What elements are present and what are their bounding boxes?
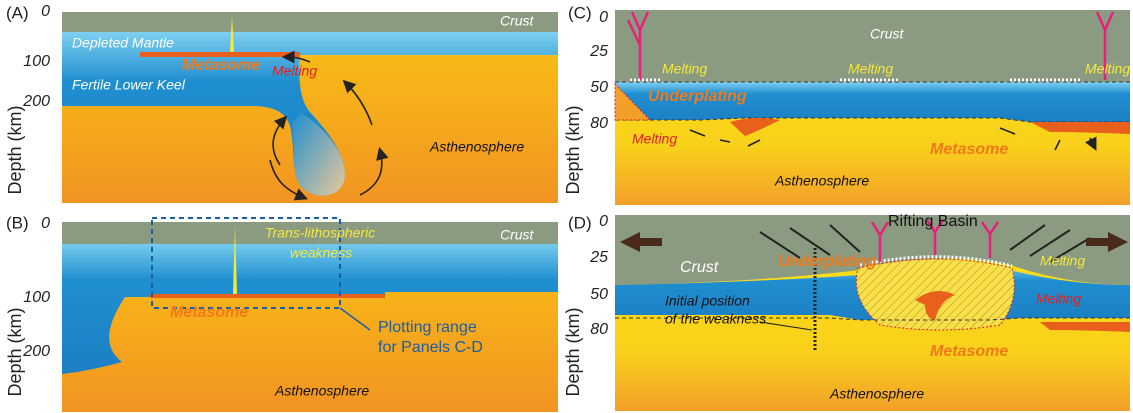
underplating-label: Underplating — [648, 88, 747, 105]
depth-tick: 0 — [41, 215, 50, 232]
underplating — [614, 82, 652, 121]
extension-arrow — [1086, 232, 1128, 252]
melting-label: Melting — [632, 131, 677, 147]
asthenosphere-label: Asthenosphere — [829, 386, 924, 402]
panel-label: (A) — [6, 3, 29, 22]
text-label: Plotting range — [378, 319, 477, 336]
asthenosphere-label: Asthenosphere — [774, 173, 869, 189]
text-label: Trans-lithospheric — [265, 225, 375, 241]
crust-label: Crust — [500, 13, 535, 29]
flow-arrow — [342, 79, 373, 126]
depth-tick: 25 — [589, 43, 608, 60]
lithosphere — [62, 32, 558, 196]
dike — [626, 11, 650, 80]
panel-label: (B) — [6, 213, 29, 232]
melt-arrows — [689, 127, 1095, 150]
depth-tick: 100 — [23, 289, 50, 306]
underplating-label: Underplating — [778, 253, 877, 270]
flow-arrow — [269, 159, 308, 201]
depth-tick: 200 — [22, 343, 50, 360]
depth-tick: 50 — [590, 286, 608, 303]
metasome-layer — [150, 294, 385, 298]
axis-label: Depth (km) — [563, 105, 583, 194]
panel-d: (D) 0 25 50 80 Depth (km) Rifting Basin … — [563, 213, 1130, 411]
depth-tick: 80 — [590, 321, 608, 338]
crust-label: Crust — [680, 259, 719, 276]
lithosphere — [62, 240, 558, 374]
depth-tick: 50 — [590, 79, 608, 96]
drip — [292, 112, 345, 196]
metasome-label: Metasome — [930, 141, 1008, 158]
panel-a: (A) 0 100 200 Depth (km) Crust Depleted … — [5, 3, 558, 203]
flow-arrow — [272, 115, 288, 166]
melting-label: Melting — [848, 61, 893, 77]
metasome-label: Metasome — [170, 304, 248, 321]
axis-label: Depth (km) — [563, 307, 583, 396]
metasome-patch — [915, 291, 955, 320]
melting-label: Melting — [272, 63, 317, 79]
plotting-range — [151, 217, 341, 309]
asthenosphere-label: Asthenosphere — [274, 383, 369, 399]
dike — [1095, 11, 1115, 80]
melting-label: Melting — [1040, 253, 1085, 269]
depth-tick: 100 — [23, 53, 50, 70]
depth-tick: 200 — [22, 93, 50, 110]
flow-arrow — [359, 146, 389, 196]
crust — [62, 12, 558, 32]
lithosphere — [615, 82, 1130, 122]
fault — [759, 224, 1091, 263]
depth-tick: 0 — [599, 213, 608, 230]
melt-zone — [859, 255, 1013, 268]
depth-tick: 25 — [589, 249, 608, 266]
metasome-label: Metasome — [182, 57, 260, 74]
metasome-label: Metasome — [930, 343, 1008, 360]
crust — [62, 222, 558, 244]
melting-label: Melting — [1085, 61, 1130, 77]
weakness — [233, 225, 237, 294]
depth-tick: 80 — [590, 115, 608, 132]
metasome-patch — [1030, 122, 1130, 134]
boundary — [615, 317, 1130, 321]
flow-arrow — [281, 50, 311, 64]
crust-label: Crust — [500, 227, 535, 243]
metasome-layer — [140, 52, 300, 57]
text-label: Depleted Mantle — [72, 35, 174, 51]
panel-b: (B) 0 100 200 Depth (km) Crust Trans-lit… — [5, 213, 558, 412]
depth-tick: 0 — [599, 9, 608, 26]
depth-tick: 0 — [41, 3, 50, 20]
boundary — [615, 117, 1130, 123]
extension-arrow — [620, 232, 662, 252]
text-label: of the weakness — [665, 311, 766, 327]
metasome-patch — [730, 117, 780, 136]
metasome-patch — [1040, 322, 1130, 332]
panel-c: (C) 0 25 50 80 Depth (km) Crust Melting … — [563, 3, 1130, 205]
text-label: Rifting Basin — [888, 213, 978, 230]
leader-line — [759, 321, 813, 331]
weakness — [230, 15, 234, 52]
text-label: for Panels C-D — [378, 339, 483, 356]
crust — [615, 215, 1130, 285]
panel-label: (C) — [568, 3, 592, 22]
text-label: Initial position — [665, 293, 750, 309]
asthenosphere-label: Asthenosphere — [429, 139, 524, 155]
panel-label: (D) — [568, 213, 592, 232]
axis-label: Depth (km) — [5, 307, 25, 396]
leader-line — [339, 307, 371, 331]
text-label: Fertile Lower Keel — [72, 77, 186, 93]
crust — [615, 10, 1130, 82]
dike — [870, 219, 1000, 262]
melting-label: Melting — [1036, 291, 1081, 307]
text-label: weakness — [290, 245, 352, 261]
melting-label: Melting — [662, 61, 707, 77]
crust-label: Crust — [870, 26, 905, 42]
axis-label: Depth (km) — [5, 105, 25, 194]
